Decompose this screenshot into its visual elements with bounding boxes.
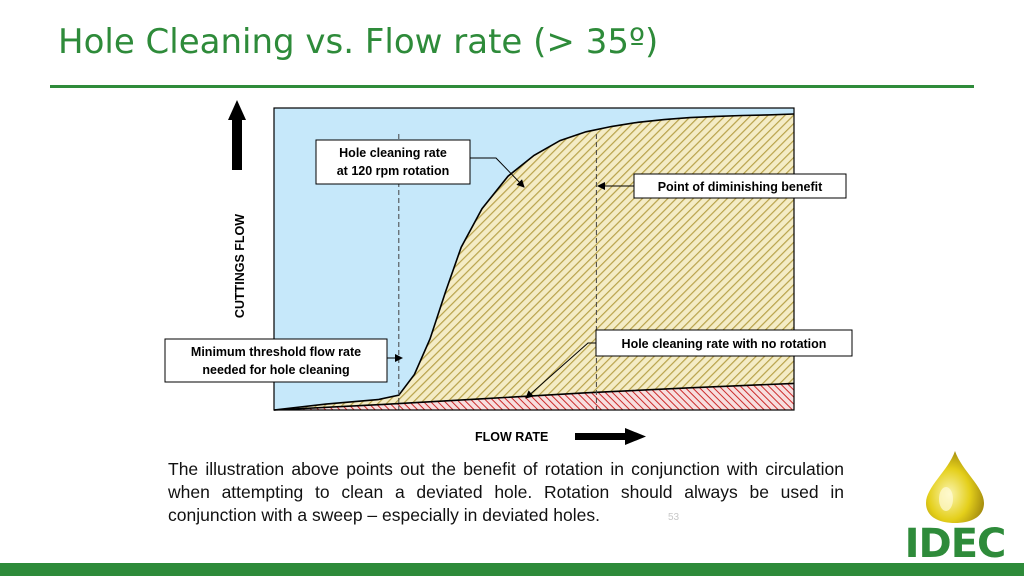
plot-frame (273, 107, 795, 411)
page-number: 53 (668, 512, 680, 523)
y-axis-arrow-head (228, 100, 246, 120)
annotation-no-rotation-text: Hole cleaning rate with no rotation (622, 337, 827, 351)
y-axis-label: CUTTINGS FLOW (233, 214, 247, 318)
oil-drop-icon (926, 451, 984, 523)
annotation-diminishing-benefit: Point of diminishing benefit (633, 173, 847, 199)
footer-bar (0, 563, 1024, 576)
series-no-rotation-line (273, 382, 795, 411)
annotation-threshold-line2: needed for hole cleaning (202, 363, 349, 377)
annotation-rotation: Hole cleaning rate at 120 rpm rotation (315, 139, 471, 185)
annotation-rotation-line1: Hole cleaning rate (339, 146, 447, 160)
annotation-no-rotation: Hole cleaning rate with no rotation (595, 329, 853, 357)
annotation-threshold-text: Minimum threshold flow rate (191, 345, 361, 359)
annotation-diminishing-benefit-text: Point of diminishing benefit (658, 180, 823, 194)
x-axis-label: FLOW RATE (475, 430, 548, 444)
annotation-threshold: Minimum threshold flow rate needed for ho… (164, 338, 388, 383)
x-axis-arrow-head (625, 428, 646, 445)
annotation-rotation-line2: at 120 rpm rotation (337, 164, 450, 178)
idec-logo: IDEC (892, 445, 1018, 565)
slide-caption: The illustration above points out the be… (168, 459, 844, 525)
x-axis-arrow-shaft (575, 433, 627, 440)
y-axis-arrow-shaft (232, 118, 242, 170)
title-divider (50, 85, 974, 88)
leader-rotation-curve (470, 157, 525, 188)
slide-title: Hole Cleaning vs. Flow rate (> 35º) (58, 22, 659, 62)
series-rotation-line (273, 113, 795, 411)
logo-text: IDEC (904, 521, 1007, 567)
